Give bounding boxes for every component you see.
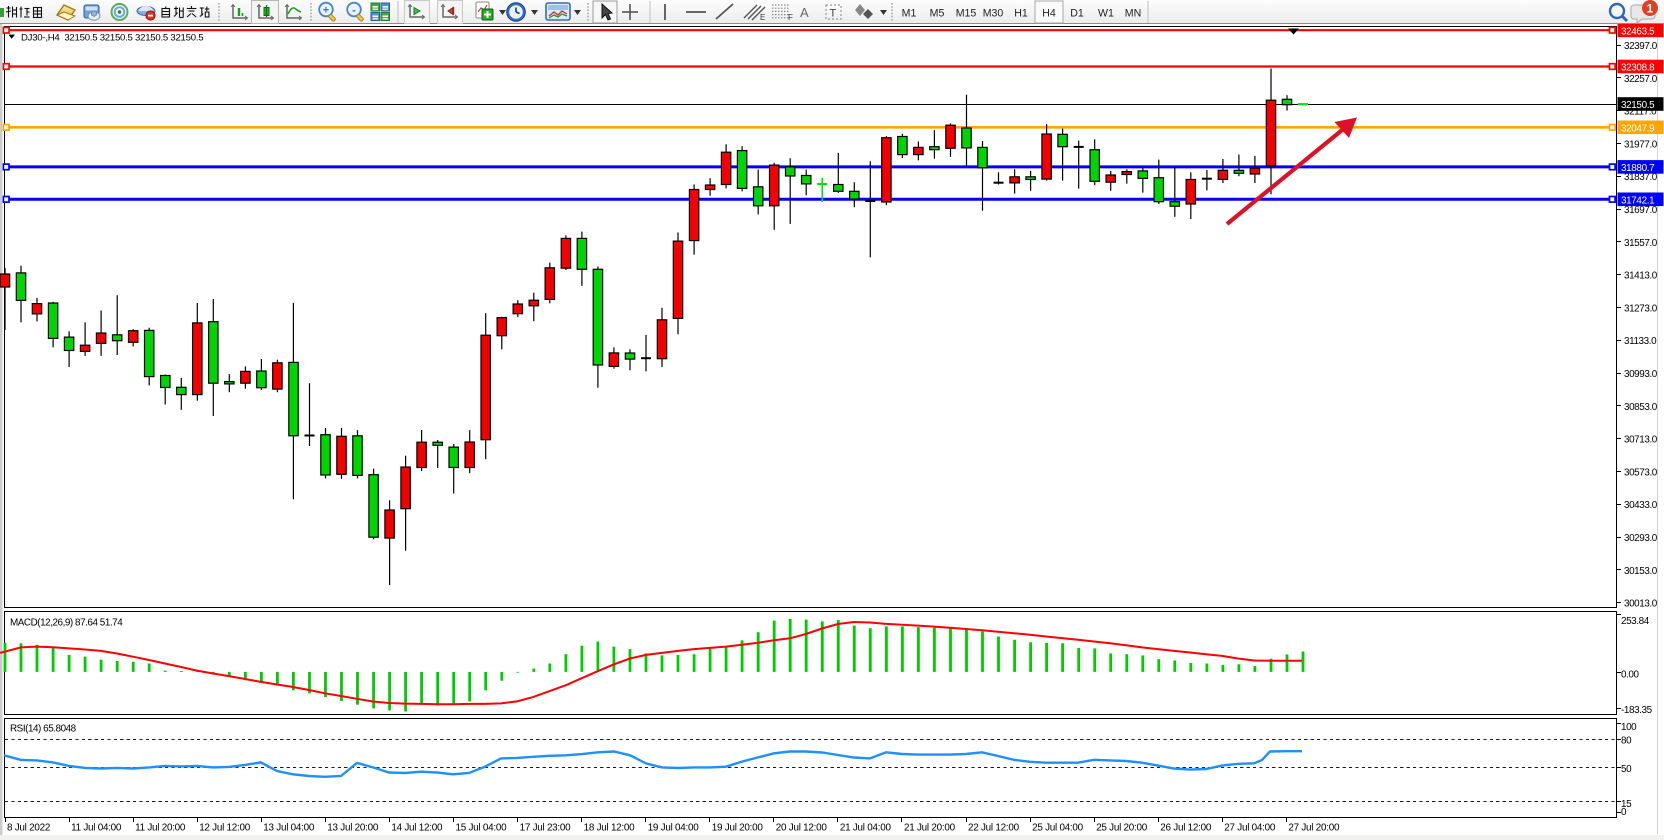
svg-text:F: F	[788, 13, 793, 22]
svg-text:20 Jul 12:00: 20 Jul 12:00	[776, 823, 828, 834]
svg-text:+: +	[323, 4, 329, 16]
svg-text:27 Jul 04:00: 27 Jul 04:00	[1224, 823, 1276, 834]
svg-text:31273.0: 31273.0	[1624, 303, 1658, 314]
svg-text:1: 1	[1647, 1, 1654, 15]
svg-text:32047.9: 32047.9	[1621, 124, 1655, 135]
svg-text:31697.0: 31697.0	[1624, 205, 1658, 216]
svg-text:12 Jul 12:00: 12 Jul 12:00	[199, 823, 251, 834]
svg-text:19 Jul 20:00: 19 Jul 20:00	[712, 823, 764, 834]
svg-text:13 Jul 04:00: 13 Jul 04:00	[263, 823, 315, 834]
svg-text:27 Jul 20:00: 27 Jul 20:00	[1288, 823, 1340, 834]
svg-text:25 Jul 20:00: 25 Jul 20:00	[1096, 823, 1148, 834]
svg-text:RSI(14) 65.8048: RSI(14) 65.8048	[10, 724, 77, 735]
svg-text:30853.0: 30853.0	[1624, 402, 1658, 413]
svg-text:M5: M5	[930, 8, 945, 20]
svg-text:D1: D1	[1070, 8, 1084, 20]
svg-text:32257.0: 32257.0	[1624, 74, 1658, 85]
svg-text:M1: M1	[902, 8, 917, 20]
svg-text:30573.0: 30573.0	[1624, 467, 1658, 478]
svg-text:E: E	[760, 13, 765, 22]
svg-text:30153.0: 30153.0	[1624, 566, 1658, 577]
svg-text:31413.0: 31413.0	[1624, 271, 1658, 282]
svg-text:253.84: 253.84	[1621, 616, 1650, 627]
svg-text:14 Jul 12:00: 14 Jul 12:00	[391, 823, 443, 834]
svg-text:32117.0: 32117.0	[1624, 107, 1657, 118]
svg-text:8 Jul 2022: 8 Jul 2022	[7, 823, 50, 834]
svg-text:M30: M30	[983, 8, 1004, 20]
svg-text:17 Jul 23:00: 17 Jul 23:00	[520, 823, 572, 834]
svg-text:19 Jul 04:00: 19 Jul 04:00	[648, 823, 700, 834]
svg-text:31837.0: 31837.0	[1624, 172, 1658, 183]
svg-text:22 Jul 12:00: 22 Jul 12:00	[968, 823, 1020, 834]
svg-text:A: A	[800, 5, 809, 20]
svg-text:32397.0: 32397.0	[1624, 41, 1658, 52]
svg-text:-183.35: -183.35	[1621, 705, 1653, 716]
svg-text:30293.0: 30293.0	[1624, 533, 1658, 544]
svg-text:0: 0	[1621, 807, 1627, 818]
svg-text:31742.1: 31742.1	[1621, 196, 1655, 207]
svg-text:MN: MN	[1125, 8, 1141, 20]
svg-text:31133.0: 31133.0	[1624, 336, 1657, 347]
svg-text:15 Jul 04:00: 15 Jul 04:00	[456, 823, 508, 834]
svg-text:11 Jul 04:00: 11 Jul 04:00	[71, 823, 122, 834]
svg-text:30013.0: 30013.0	[1624, 599, 1658, 610]
svg-text:21 Jul 20:00: 21 Jul 20:00	[904, 823, 956, 834]
svg-text:DJ30-,H4 32150.5 32150.5 3215: DJ30-,H4 32150.5 32150.5 32150.5 32150.5	[21, 33, 203, 44]
svg-text:32308.8: 32308.8	[1621, 63, 1655, 74]
svg-text:H1: H1	[1014, 8, 1028, 20]
svg-text:H4: H4	[1042, 8, 1056, 20]
svg-text:18 Jul 12:00: 18 Jul 12:00	[584, 823, 636, 834]
svg-text:M15: M15	[956, 8, 977, 20]
svg-text:26 Jul 12:00: 26 Jul 12:00	[1160, 823, 1212, 834]
svg-text:MACD(12,26,9) 87.64 51.74: MACD(12,26,9) 87.64 51.74	[10, 618, 123, 629]
svg-text:T: T	[830, 8, 837, 20]
svg-text:30993.0: 30993.0	[1624, 369, 1658, 380]
svg-text:30713.0: 30713.0	[1624, 435, 1658, 446]
svg-text:80: 80	[1621, 736, 1632, 747]
svg-text:W1: W1	[1098, 8, 1114, 20]
svg-text:-: -	[352, 4, 356, 16]
svg-text:32150.5: 32150.5	[1621, 100, 1655, 111]
svg-text:0.00: 0.00	[1621, 669, 1640, 680]
svg-text:31557.0: 31557.0	[1624, 238, 1658, 249]
svg-text:50: 50	[1621, 764, 1632, 775]
svg-text:11 Jul 20:00: 11 Jul 20:00	[135, 823, 186, 834]
svg-text:100: 100	[1621, 722, 1637, 733]
svg-text:31880.7: 31880.7	[1621, 163, 1654, 174]
svg-text:30433.0: 30433.0	[1624, 500, 1658, 511]
svg-text:15: 15	[1621, 799, 1632, 810]
svg-text:21 Jul 04:00: 21 Jul 04:00	[840, 823, 892, 834]
svg-text:25 Jul 04:00: 25 Jul 04:00	[1032, 823, 1084, 834]
svg-text:32463.5: 32463.5	[1621, 27, 1655, 38]
svg-text:13 Jul 20:00: 13 Jul 20:00	[327, 823, 379, 834]
svg-text:31977.0: 31977.0	[1624, 139, 1658, 150]
